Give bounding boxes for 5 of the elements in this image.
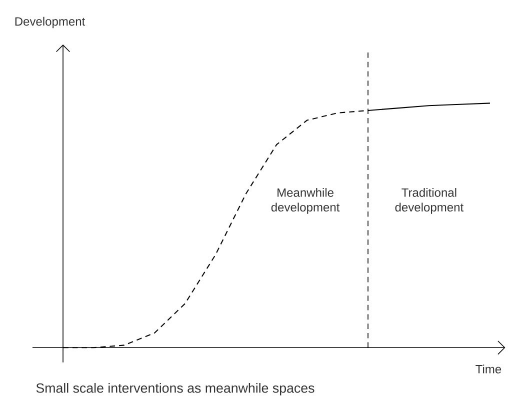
- annotation: Meanwhile development: [271, 188, 340, 214]
- annotation: Traditional development: [395, 188, 464, 214]
- text: Small scale interventions as meanwhile spaces: [36, 383, 314, 396]
- x-axis-title: Time: [476, 364, 502, 374]
- text: Development: [15, 16, 86, 28]
